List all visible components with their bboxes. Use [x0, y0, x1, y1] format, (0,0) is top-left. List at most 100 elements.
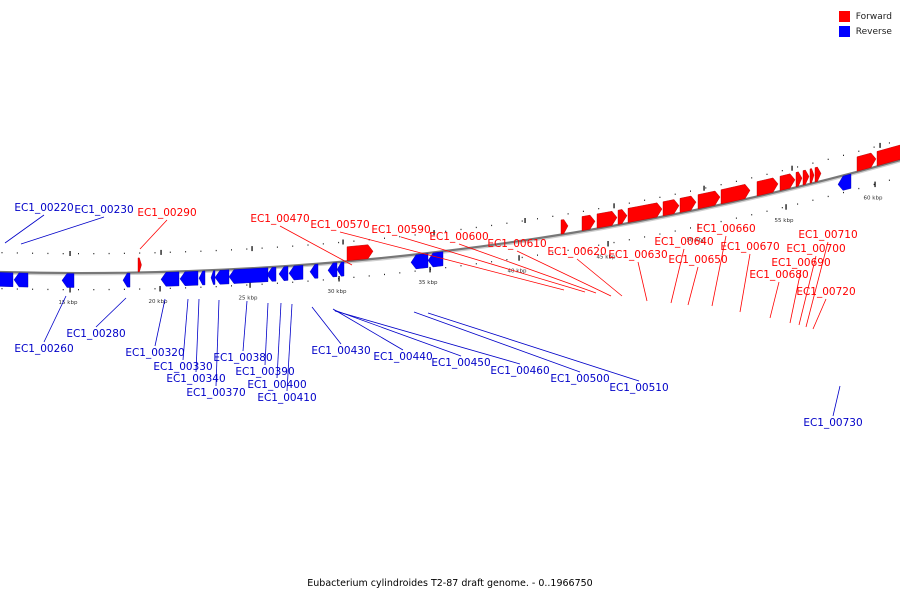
reverse-gene [122, 272, 131, 288]
inner-minor-tick [78, 289, 79, 291]
outer-minor-tick [276, 246, 278, 248]
inner-major-tick [785, 204, 787, 210]
inner-minor-tick [368, 275, 370, 277]
leader-line [798, 255, 817, 326]
reverse-swatch [838, 26, 850, 37]
gene-label: EC1_00670 [720, 241, 779, 253]
inner-major-tick [518, 255, 520, 261]
legend: Forward Reverse [838, 9, 892, 39]
inner-minor-tick [460, 265, 462, 267]
gene-label: EC1_00370 [186, 387, 245, 399]
inner-minor-tick [674, 230, 676, 232]
gene-label: EC1_00450 [431, 357, 490, 369]
outer-minor-tick [475, 226, 477, 229]
leader-line [516, 250, 612, 297]
gene-label: EC1_00460 [490, 365, 549, 377]
inner-minor-tick [108, 288, 110, 291]
forward-gene [137, 257, 142, 273]
inner-minor-tick [506, 259, 508, 261]
gene-label: EC1_00400 [247, 379, 306, 391]
gene-label: EC1_00330 [153, 361, 212, 373]
gene-label: EC1_00660 [696, 223, 755, 235]
gene-label: EC1_00340 [166, 373, 225, 385]
backbone [0, 158, 900, 275]
inner-minor-tick [781, 207, 783, 209]
leader-line [20, 216, 105, 245]
inner-minor-tick [1, 288, 3, 290]
outer-major-tick [342, 239, 344, 245]
inner-minor-tick [32, 288, 34, 290]
forward-gene [662, 199, 680, 217]
leader-line [333, 309, 462, 357]
inner-minor-tick [399, 272, 401, 274]
outer-minor-tick [582, 210, 584, 212]
reverse-gene [0, 272, 14, 288]
reverse-gene [179, 270, 199, 286]
outer-major-tick [433, 230, 435, 236]
gene-label: EC1_00680 [749, 269, 808, 281]
outer-minor-tick [154, 252, 156, 254]
outer-minor-tick [537, 218, 538, 220]
inner-minor-tick [353, 276, 355, 278]
outer-minor-tick [292, 245, 294, 247]
inner-minor-tick [139, 288, 141, 290]
outer-minor-tick [781, 170, 783, 172]
inner-minor-tick [276, 282, 278, 284]
leader-line [637, 261, 648, 302]
forward-gene [596, 210, 618, 229]
scale-label: 50 kbp [687, 237, 706, 243]
outer-minor-tick [735, 180, 737, 182]
outer-major-tick [703, 185, 705, 191]
outer-minor-tick [307, 244, 309, 246]
outer-minor-tick [1, 252, 3, 254]
inner-minor-tick [491, 261, 493, 263]
outer-minor-tick [552, 215, 554, 217]
scale-label: 15 kbp [59, 300, 78, 306]
inner-minor-tick [16, 288, 18, 290]
gene-label: EC1_00280 [66, 328, 125, 340]
outer-major-tick [251, 246, 253, 252]
leader-line [4, 214, 45, 244]
inner-minor-tick [888, 179, 890, 181]
forward-gene [876, 144, 900, 167]
outer-major-tick [879, 142, 881, 148]
outer-minor-tick [797, 166, 799, 168]
inner-major-tick [69, 287, 71, 293]
inner-minor-tick [414, 270, 416, 272]
gene-label: EC1_00260 [14, 343, 73, 355]
outer-minor-tick [215, 249, 217, 252]
outer-minor-tick [659, 196, 661, 198]
outer-minor-tick [384, 237, 385, 239]
gene-label: EC1_00610 [487, 238, 546, 250]
forward-gene [814, 166, 822, 183]
inner-minor-tick [735, 217, 737, 219]
outer-minor-tick [32, 252, 34, 254]
outer-minor-tick [843, 154, 844, 156]
leader-line [427, 312, 640, 382]
inner-minor-tick [215, 286, 217, 288]
legend-item-reverse: Reverse [838, 24, 892, 39]
inner-minor-tick [690, 227, 691, 229]
inner-minor-tick [93, 289, 95, 291]
inner-minor-tick [322, 279, 324, 281]
leader-line [769, 281, 780, 319]
inner-major-tick [159, 286, 161, 292]
leader-line [279, 225, 353, 266]
reverse-gene [288, 265, 304, 281]
outer-minor-tick [445, 230, 447, 232]
inner-major-tick [874, 181, 876, 188]
inner-minor-tick [123, 288, 125, 290]
inner-minor-tick [582, 247, 584, 249]
gene-label: EC1_00630 [608, 249, 667, 261]
outer-major-tick [613, 203, 615, 209]
inner-major-tick [429, 266, 431, 273]
inner-minor-tick [613, 241, 615, 244]
outer-minor-tick [812, 162, 814, 164]
outer-minor-tick [108, 252, 110, 255]
gene-label: EC1_00230 [74, 204, 133, 216]
leader-line [332, 308, 404, 351]
leader-line [276, 302, 282, 379]
inner-minor-tick [154, 288, 156, 290]
outer-minor-tick [521, 220, 523, 222]
leader-line [400, 236, 586, 293]
